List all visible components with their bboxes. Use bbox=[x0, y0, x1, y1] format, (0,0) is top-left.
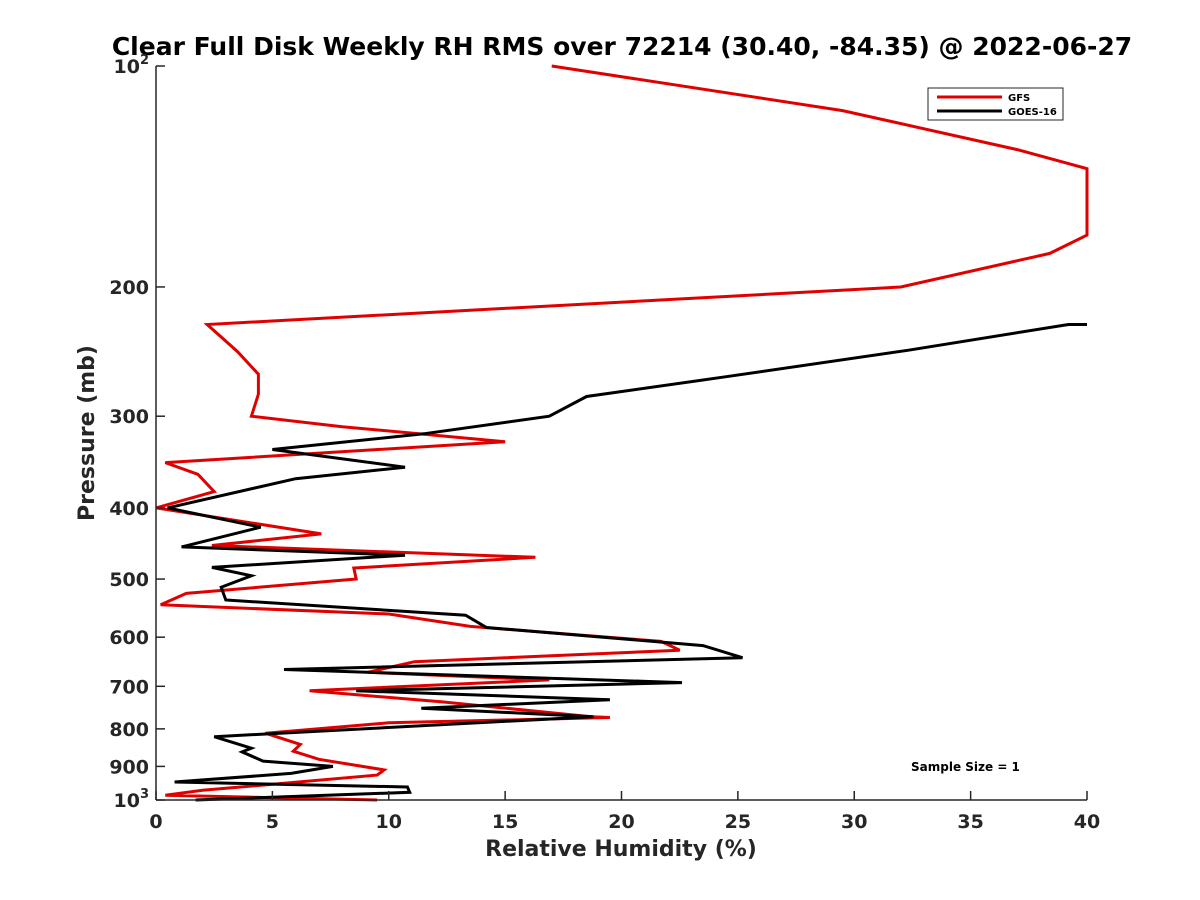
y-tick-label: 600 bbox=[109, 627, 149, 649]
legend-box bbox=[927, 87, 1064, 121]
x-tick-label: 25 bbox=[725, 811, 751, 833]
y-axis-label: Pressure (mb) bbox=[75, 345, 100, 521]
y-tick-label: 500 bbox=[109, 569, 149, 591]
y-tick-label: 800 bbox=[109, 719, 149, 741]
legend: GFS GOES-16 bbox=[927, 87, 1064, 121]
legend-label-goes16: GOES-16 bbox=[1008, 107, 1057, 118]
x-tick-label: 5 bbox=[266, 811, 279, 833]
y-tick-label: 300 bbox=[109, 406, 149, 428]
y-tick-label: 400 bbox=[109, 498, 149, 520]
x-axis-label: Relative Humidity (%) bbox=[485, 837, 757, 862]
x-tick-label: 15 bbox=[492, 811, 518, 833]
y-tick-label: 700 bbox=[109, 676, 149, 698]
chart-title: Clear Full Disk Weekly RH RMS over 72214… bbox=[112, 32, 1132, 61]
y-tick-label: 900 bbox=[109, 756, 149, 778]
x-tick-label: 20 bbox=[608, 811, 634, 833]
legend-label-gfs: GFS bbox=[1008, 93, 1030, 104]
x-tick-label: 0 bbox=[149, 811, 162, 833]
x-tick-label: 35 bbox=[957, 811, 983, 833]
sample-size-annotation: Sample Size = 1 bbox=[911, 760, 1020, 774]
x-tick-label: 40 bbox=[1074, 811, 1100, 833]
series-line-goes16 bbox=[167, 323, 1087, 802]
series-line-gfs bbox=[156, 64, 1089, 802]
y-tick-label: 102 bbox=[114, 53, 150, 78]
x-tick-label: 10 bbox=[376, 811, 402, 833]
y-tick-label: 103 bbox=[114, 787, 150, 812]
x-tick-label: 30 bbox=[841, 811, 867, 833]
y-tick-label: 200 bbox=[109, 277, 149, 299]
